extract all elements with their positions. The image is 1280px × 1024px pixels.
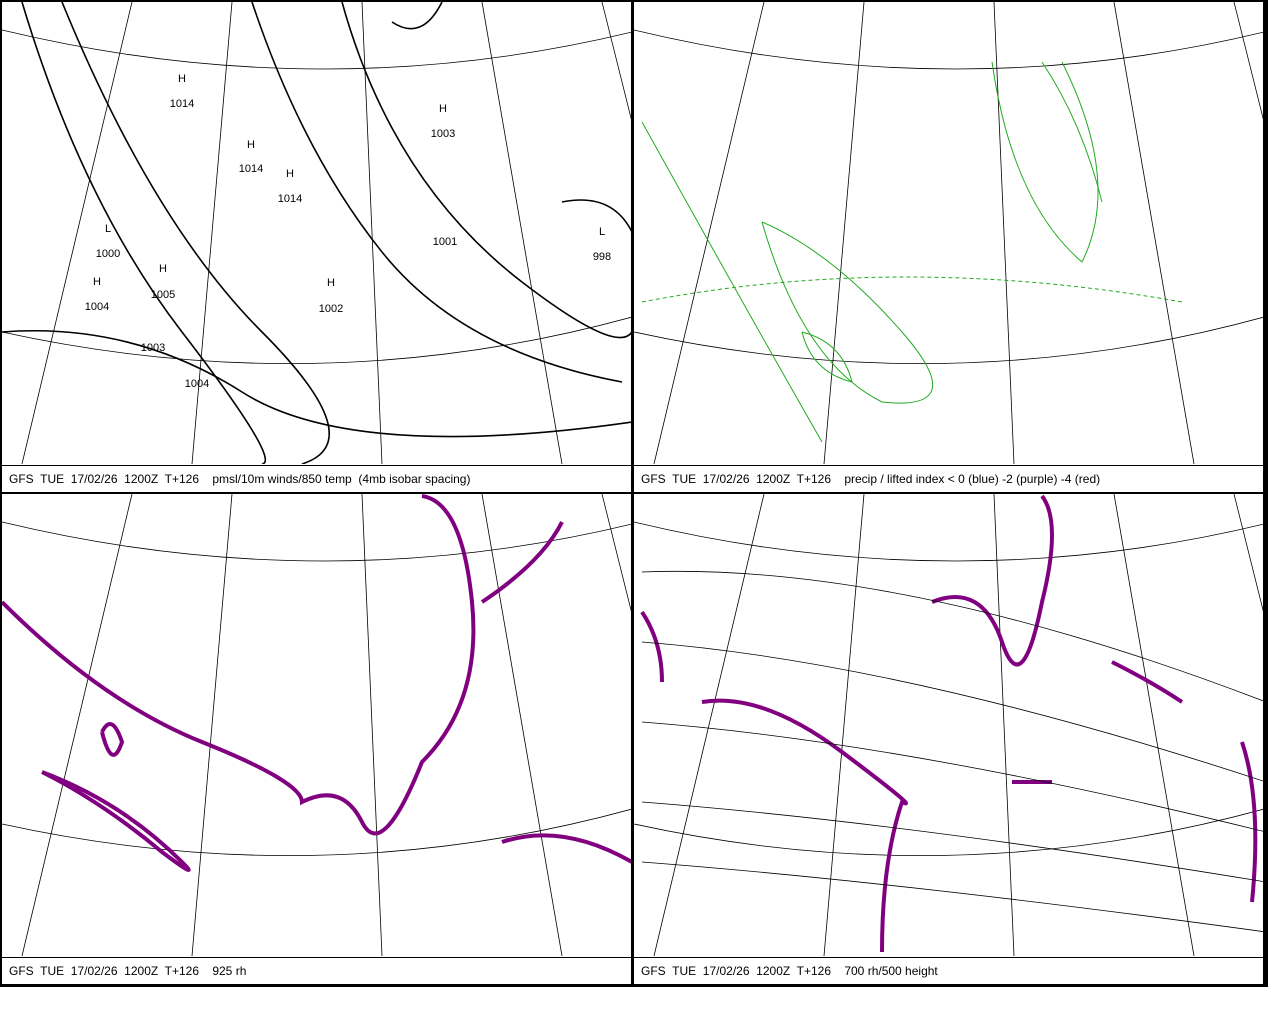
contour: [1240, 741, 1258, 903]
contour: [761, 221, 934, 404]
graticule: [1233, 2, 1263, 120]
pressure-value: 1014: [239, 163, 263, 175]
contour: [801, 331, 853, 383]
pressure-symbol: H: [178, 73, 186, 85]
contour: [641, 121, 823, 443]
graticule: [993, 2, 1015, 464]
map-panel: GFS TUE 17/02/26 1200Z T+126 700 rh/500 …: [634, 494, 1263, 984]
pressure-value: 1005: [151, 289, 175, 301]
graticule: [634, 29, 1263, 70]
pressure-symbol: H: [93, 276, 101, 288]
pressure-symbol: H: [247, 139, 255, 151]
contour: [991, 61, 1099, 263]
contour: [251, 2, 623, 383]
contours: [2, 494, 631, 872]
contour: [2, 494, 476, 836]
graticule: [634, 808, 1263, 856]
pressure-value: 1000: [96, 248, 120, 260]
pressure-value: 1003: [431, 128, 455, 140]
graticule: [2, 808, 631, 856]
contour: [61, 2, 330, 464]
pressure-value: 1001: [433, 236, 457, 248]
graticule: [1113, 494, 1195, 956]
contour: [561, 199, 631, 232]
pressure-symbol: L: [105, 223, 111, 235]
caption: GFS TUE 17/02/26 1200Z T+126 pmsl/10m wi…: [2, 465, 631, 492]
graticule: [653, 2, 765, 464]
contour: [701, 698, 908, 953]
pressure-symbol: H: [327, 277, 335, 289]
graticule: [1233, 494, 1263, 612]
graticule: [191, 2, 233, 464]
graticule: [601, 2, 631, 120]
graticule: [361, 494, 383, 956]
graticule: [481, 494, 563, 956]
map-panel: H 1014 H 1014 H 1014 H 1003 L 1000 H 1005 H 1004 H 1002…: [2, 2, 631, 492]
contour: [41, 770, 191, 872]
contour: [1041, 61, 1103, 203]
graticule: [361, 2, 383, 464]
contour: [640, 610, 664, 683]
pressure-value: 1004: [185, 378, 209, 390]
graticule: [2, 29, 631, 70]
contour: [2, 329, 631, 438]
contour: [931, 494, 1054, 667]
pressure-symbol: H: [439, 103, 447, 115]
height-contour: [641, 570, 1263, 702]
graticule: [634, 316, 1263, 364]
pressure-symbol: H: [159, 263, 167, 275]
caption: GFS TUE 17/02/26 1200Z T+126 precip / li…: [634, 465, 1263, 492]
map: [634, 494, 1263, 956]
pressure-value: 998: [593, 251, 611, 263]
graticule: [191, 494, 233, 956]
contour: [341, 2, 631, 339]
graticule: [601, 494, 631, 612]
graticule: [634, 521, 1263, 562]
height-contour: [641, 801, 1263, 882]
graticule: [823, 2, 865, 464]
contour: [21, 2, 267, 464]
pressure-symbol: H: [286, 168, 294, 180]
pressure-value: 1002: [319, 303, 343, 315]
pressure-value: 1014: [170, 98, 194, 110]
contour: [641, 276, 1183, 303]
pressure-value: 1004: [85, 301, 109, 313]
graticule: [823, 494, 865, 956]
contour: [100, 722, 125, 757]
contour: [1111, 660, 1184, 704]
map-panel: GFS TUE 17/02/26 1200Z T+126 925 rh: [2, 494, 631, 984]
contours: [2, 2, 631, 464]
graticule: [21, 2, 133, 464]
pressure-value: 1003: [141, 342, 165, 354]
caption: GFS TUE 17/02/26 1200Z T+126 925 rh: [2, 957, 631, 984]
height-contour: [641, 641, 1263, 782]
contour: [480, 521, 631, 864]
map: H 1014 H 1014 H 1014 H 1003 L 1000 H 1005 H 1004 H 1002…: [2, 2, 631, 464]
graticule: [1113, 2, 1195, 464]
contours: [641, 61, 1183, 443]
height-contour: [641, 861, 1263, 932]
graticule: [653, 494, 765, 956]
graticule: [2, 521, 631, 562]
graticule: [481, 2, 563, 464]
map-grid: H 1014 H 1014 H 1014 H 1003 L 1000 H 1005 H 1004 H 1002…: [0, 0, 1268, 987]
pressure-value: 1014: [278, 193, 302, 205]
graticule: [993, 494, 1015, 956]
graticule: [21, 494, 133, 956]
contour: [391, 2, 443, 30]
map-panel: GFS TUE 17/02/26 1200Z T+126 precip / li…: [634, 2, 1263, 492]
contours: [640, 494, 1263, 953]
caption: GFS TUE 17/02/26 1200Z T+126 700 rh/500 …: [634, 957, 1263, 984]
map: [634, 2, 1263, 464]
map: [2, 494, 631, 956]
height-contour: [641, 721, 1263, 832]
pressure-symbol: L: [599, 226, 605, 238]
graticule: [2, 316, 631, 364]
